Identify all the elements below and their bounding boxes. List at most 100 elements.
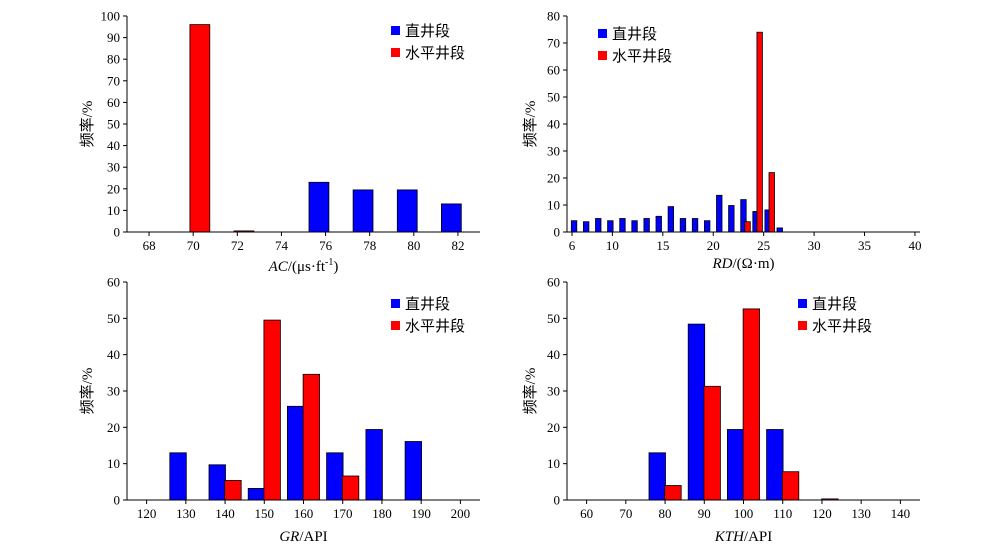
bar-gr-s0-4 bbox=[326, 452, 344, 501]
y-axis-label-kth: 频率/% bbox=[522, 368, 539, 415]
y-tick-label-gr-5: 50 bbox=[107, 311, 120, 326]
bar-ac-s0-0 bbox=[308, 181, 330, 233]
x-tick-label-kth-7: 130 bbox=[851, 506, 871, 521]
legend-swatch-gr-0 bbox=[391, 299, 400, 308]
y-tick-label-rd-3: 30 bbox=[547, 144, 560, 159]
x-tick-label-ac-2: 72 bbox=[231, 238, 244, 253]
x-tick-label-gr-2: 140 bbox=[215, 506, 235, 521]
bar-rd-s0-7 bbox=[655, 215, 662, 233]
x-tick-label-kth-2: 80 bbox=[659, 506, 672, 521]
bar-gr-s1-0 bbox=[224, 479, 242, 501]
y-tick-label-ac-10: 100 bbox=[101, 9, 121, 24]
y-tick-label-rd-0: 0 bbox=[554, 225, 561, 240]
y-tick-label-ac-1: 10 bbox=[107, 203, 120, 218]
x-tick-label-gr-1: 130 bbox=[176, 506, 196, 521]
bar-ac-s0-2 bbox=[396, 189, 418, 233]
y-axis-label-gr: 频率/% bbox=[79, 368, 96, 415]
legend-swatch-ac-1 bbox=[391, 48, 400, 57]
legend-label-kth-0: 直井段 bbox=[812, 296, 857, 313]
y-tick-label-ac-7: 70 bbox=[107, 73, 120, 88]
x-tick-label-gr-5: 170 bbox=[333, 506, 353, 521]
x-tick-label-rd-3: 20 bbox=[707, 238, 720, 253]
legend-label-ac-1: 水平井段 bbox=[405, 45, 465, 62]
y-tick-label-kth-1: 10 bbox=[547, 456, 560, 471]
legend-swatch-ac-0 bbox=[391, 26, 400, 35]
bar-gr-s1-3 bbox=[341, 475, 360, 501]
bar-gr-s1-2 bbox=[302, 373, 321, 501]
x-tick-label-ac-1: 70 bbox=[187, 238, 200, 253]
y-tick-label-gr-6: 60 bbox=[107, 275, 120, 290]
legend-label-kth-1: 水平井段 bbox=[812, 318, 872, 335]
bar-ac-s1-0 bbox=[189, 24, 211, 233]
y-tick-label-gr-3: 30 bbox=[107, 384, 120, 399]
x-tick-label-rd-4: 25 bbox=[757, 238, 770, 253]
y-tick-label-ac-6: 60 bbox=[107, 95, 120, 110]
bar-ac-s0-3 bbox=[440, 203, 462, 233]
x-tick-label-gr-0: 120 bbox=[137, 506, 157, 521]
legend-swatch-gr-1 bbox=[391, 321, 400, 330]
y-tick-label-ac-3: 30 bbox=[107, 160, 120, 175]
x-tick-label-gr-7: 190 bbox=[411, 506, 431, 521]
bar-kth-s1-1 bbox=[703, 385, 721, 501]
y-tick-label-kth-0: 0 bbox=[554, 493, 561, 508]
y-tick-label-rd-6: 60 bbox=[547, 63, 560, 78]
x-tick-label-gr-8: 200 bbox=[451, 506, 471, 521]
bar-rd-s0-2 bbox=[595, 218, 602, 233]
legend-label-rd-0: 直井段 bbox=[612, 26, 657, 43]
x-tick-label-gr-6: 180 bbox=[372, 506, 392, 521]
bar-rd-s0-5 bbox=[631, 220, 638, 233]
y-tick-label-ac-9: 90 bbox=[107, 30, 120, 45]
legend-swatch-kth-0 bbox=[798, 299, 807, 308]
x-axis-label-ac: AC/(μs·ft-1) bbox=[268, 257, 339, 275]
chart-panel-kth: 0 10 20 30 40 50 60 60 70 80 90 100 110 120 130 140 频率/%… bbox=[522, 275, 920, 545]
bar-rd-s0-10 bbox=[691, 218, 699, 233]
legend-swatch-rd-0 bbox=[598, 29, 607, 38]
x-tick-label-ac-3: 74 bbox=[275, 238, 289, 253]
bar-kth-s1-3 bbox=[781, 471, 800, 501]
y-tick-label-kth-2: 20 bbox=[547, 420, 560, 435]
y-tick-label-rd-5: 50 bbox=[547, 90, 560, 105]
bar-ac-s0-1 bbox=[352, 189, 374, 233]
bar-rd-s0-1 bbox=[583, 221, 590, 233]
bar-rd-s0-3 bbox=[607, 220, 614, 233]
y-tick-label-ac-5: 50 bbox=[107, 117, 120, 132]
y-tick-label-kth-3: 30 bbox=[547, 384, 560, 399]
y-tick-label-gr-2: 20 bbox=[107, 420, 120, 435]
x-tick-label-ac-7: 82 bbox=[451, 238, 464, 253]
x-tick-label-rd-6: 35 bbox=[858, 238, 871, 253]
bar-rd-s0-9 bbox=[679, 218, 687, 233]
y-tick-label-ac-2: 20 bbox=[107, 181, 120, 196]
bar-gr-s0-3 bbox=[286, 405, 305, 501]
x-tick-label-gr-4: 160 bbox=[294, 506, 314, 521]
x-tick-label-rd-5: 30 bbox=[808, 238, 821, 253]
legend-label-gr-0: 直井段 bbox=[405, 296, 450, 313]
legend-label-rd-1: 水平井段 bbox=[612, 48, 672, 65]
bar-rd-s1-0 bbox=[744, 221, 751, 233]
bar-gr-s0-1 bbox=[208, 464, 226, 501]
x-axis-label-rd: RD/(Ω·m) bbox=[712, 256, 775, 272]
y-tick-label-ac-8: 80 bbox=[107, 52, 120, 67]
y-tick-label-kth-4: 40 bbox=[547, 347, 560, 362]
y-tick-label-ac-4: 40 bbox=[107, 138, 120, 153]
bar-rd-s0-8 bbox=[667, 206, 674, 233]
bar-rd-s0-17 bbox=[776, 227, 783, 233]
bar-rd-s0-11 bbox=[704, 220, 711, 233]
x-tick-label-ac-5: 78 bbox=[363, 238, 376, 253]
x-tick-label-ac-6: 80 bbox=[407, 238, 420, 253]
legend-label-gr-1: 水平井段 bbox=[405, 318, 465, 335]
x-tick-label-rd-7: 40 bbox=[908, 238, 921, 253]
y-tick-label-gr-4: 40 bbox=[107, 347, 120, 362]
y-tick-label-kth-5: 50 bbox=[547, 311, 560, 326]
y-tick-label-rd-2: 20 bbox=[547, 171, 560, 186]
y-tick-label-gr-0: 0 bbox=[114, 493, 121, 508]
x-axis-label-gr: GR/API bbox=[279, 529, 327, 545]
bar-gr-s0-5 bbox=[365, 429, 383, 501]
bar-gr-s0-6 bbox=[404, 441, 423, 501]
y-tick-label-rd-4: 40 bbox=[547, 117, 560, 132]
x-tick-label-kth-8: 140 bbox=[891, 506, 911, 521]
legend-swatch-rd-1 bbox=[598, 51, 607, 60]
chart-panel-ac: 0 10 20 30 40 50 60 70 80 90 100 68 70 72 74 76 78 80 82 频率… bbox=[79, 9, 480, 275]
x-tick-label-kth-6: 120 bbox=[812, 506, 832, 521]
y-tick-label-rd-7: 70 bbox=[547, 36, 560, 51]
